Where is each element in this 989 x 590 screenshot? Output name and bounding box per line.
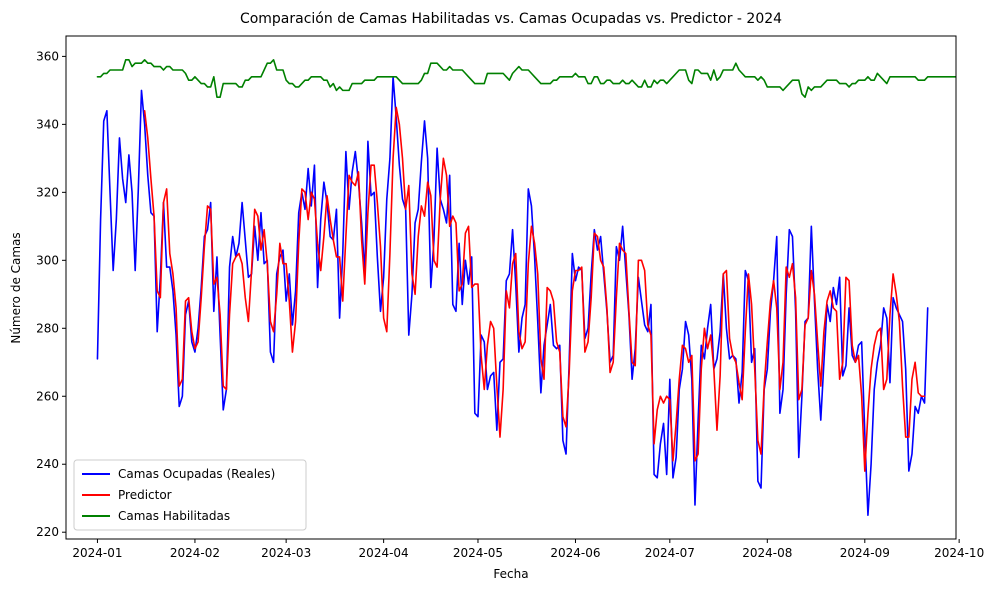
- y-axis-label: Número de Camas: [9, 232, 23, 343]
- x-tick-label: 2024-10: [934, 546, 984, 560]
- y-tick-label: 300: [36, 253, 59, 267]
- y-tick-label: 220: [36, 525, 59, 539]
- x-tick-label: 2024-06: [550, 546, 600, 560]
- x-tick-label: 2024-07: [645, 546, 695, 560]
- x-tick-label: 2024-08: [742, 546, 792, 560]
- y-tick-label: 280: [36, 321, 59, 335]
- series-line-2: [143, 106, 926, 472]
- legend: Camas Ocupadas (Reales) Predictor Camas Ha…: [73, 459, 307, 531]
- x-axis-label: Fecha: [493, 567, 528, 581]
- x-tick-label: 2024-03: [261, 546, 311, 560]
- y-tick-label: 360: [36, 49, 59, 63]
- y-tick-label: 260: [36, 389, 59, 403]
- x-axis: 2024-01 2024-02 2024-03 2024-04 2024-05 2024-…: [72, 539, 984, 560]
- plot-frame: [65, 35, 957, 540]
- chart-title: Comparación de Camas Habilitadas vs. Cam…: [240, 11, 782, 27]
- series-line-3: [96, 58, 956, 98]
- x-tick-label: 2024-02: [170, 546, 220, 560]
- legend-label: Camas Habilitadas: [118, 509, 230, 523]
- x-tick-label: 2024-05: [453, 546, 503, 560]
- y-axis: 220 240 260 280 300 320 340 360: [36, 49, 66, 539]
- x-tick-label: 2024-04: [359, 546, 409, 560]
- y-tick-label: 340: [36, 117, 59, 131]
- legend-box: [73, 459, 307, 531]
- x-tick-label: 2024-01: [72, 546, 122, 560]
- y-tick-label: 320: [36, 185, 59, 199]
- y-tick-label: 240: [36, 457, 59, 471]
- legend-label: Camas Ocupadas (Reales): [118, 467, 275, 481]
- x-tick-label: 2024-09: [840, 546, 890, 560]
- legend-label: Predictor: [118, 488, 172, 502]
